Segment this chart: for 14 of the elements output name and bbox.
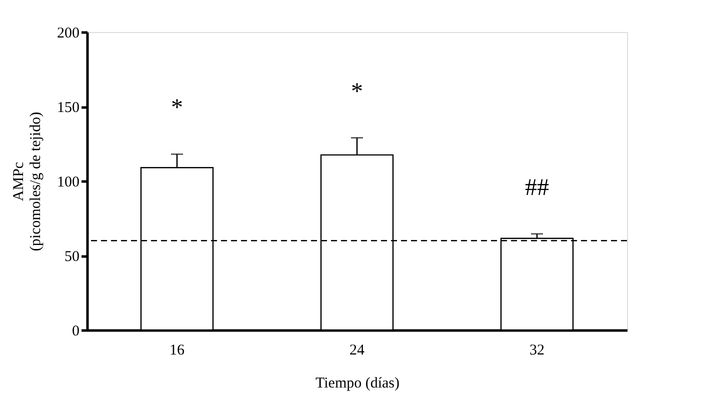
text: AMPc [11,162,27,202]
text: (picomoles/g de tejido) [28,112,44,252]
annotation: * [351,78,363,105]
annotation: * [171,95,183,122]
y-tick-label: 150 [57,100,80,116]
x-tick-label: 24 [350,342,365,358]
x-tick-label: 32 [530,342,544,358]
x-tick-label: 16 [170,342,185,358]
y-tick-label: 100 [57,174,80,190]
y-tick-label: 200 [57,26,80,42]
y-tick-label: 50 [64,249,80,265]
x-axis-title: Tiempo (días) [315,376,400,392]
annotation: ## [525,174,549,201]
y-tick-label: 0 [72,324,80,340]
